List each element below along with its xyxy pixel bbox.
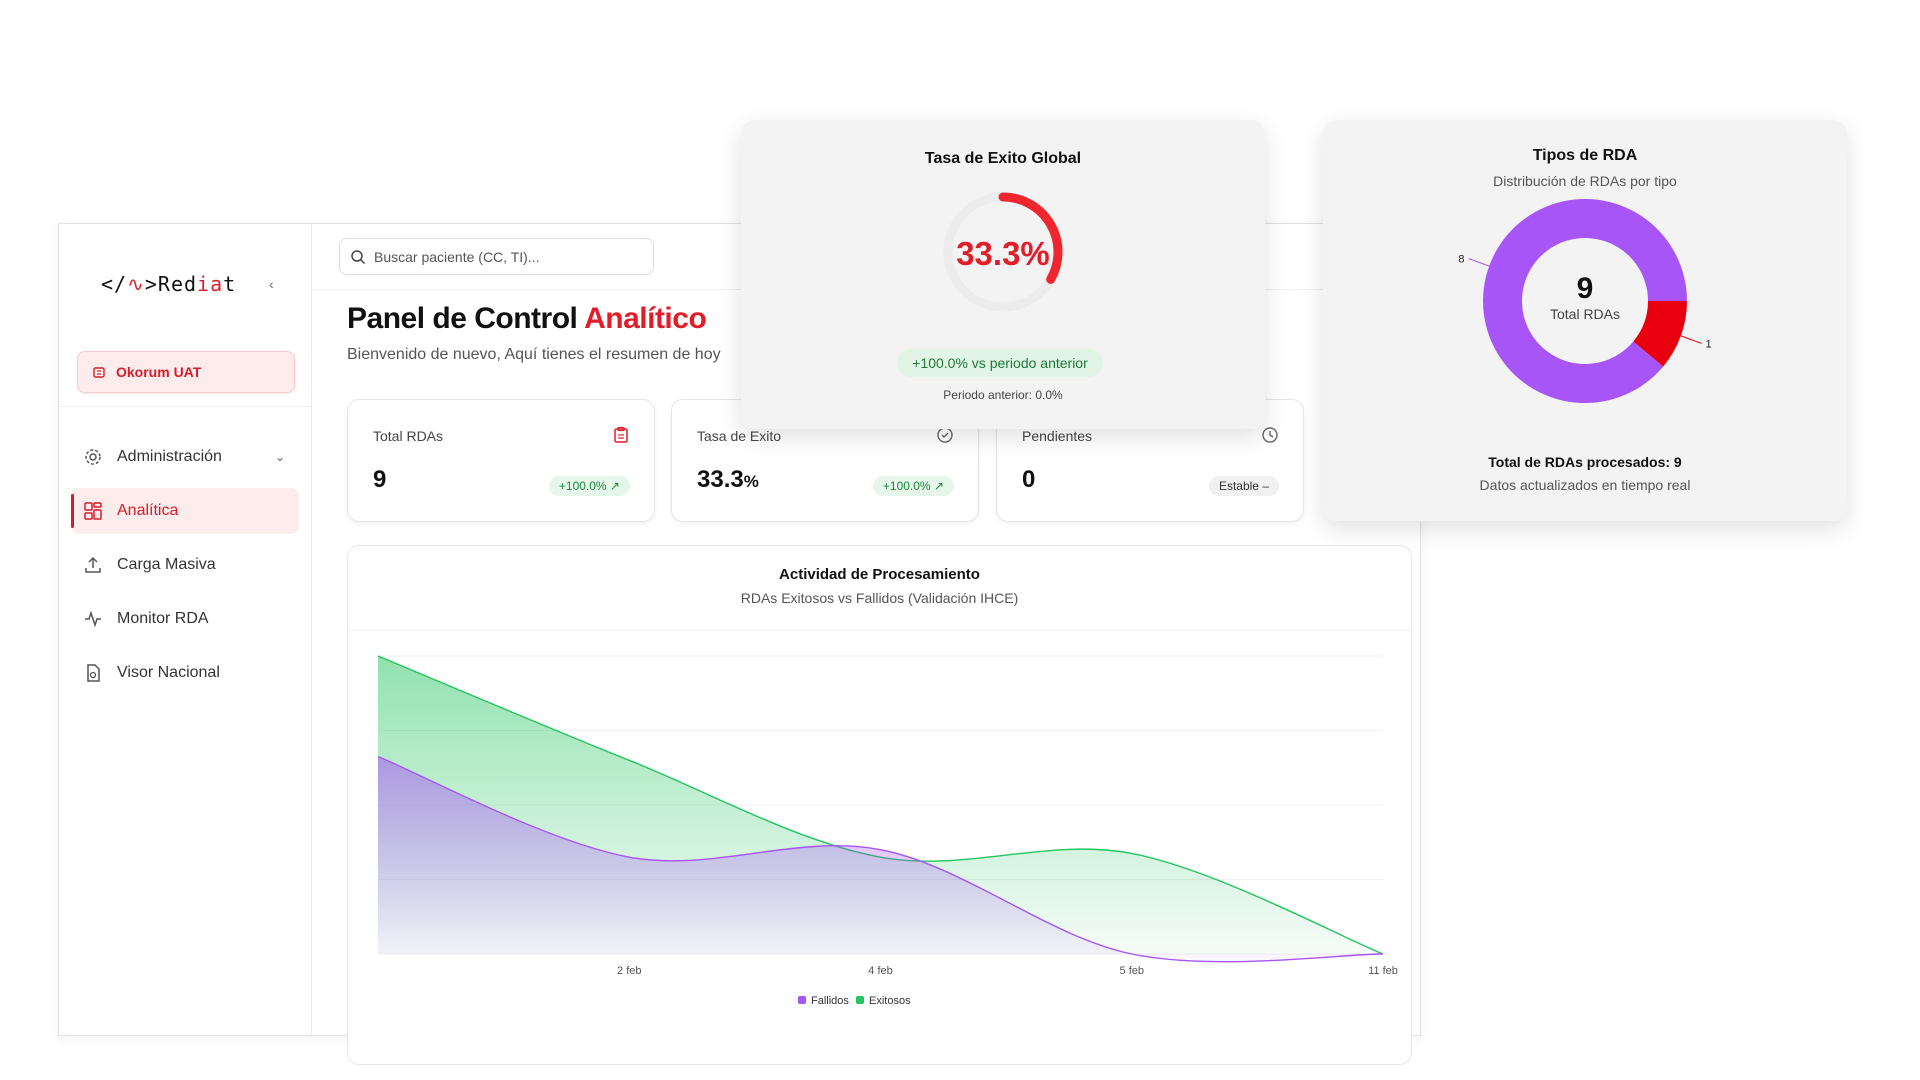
sidebar-nav: Administración ⌄ Analítica Carga Masiva …	[71, 434, 299, 704]
donut-slice-1[interactable]	[1633, 301, 1687, 367]
page-title: Panel de Control Analítico	[347, 302, 707, 335]
clock-icon	[1262, 427, 1278, 443]
stat-label: Total RDAs	[373, 428, 444, 444]
gauge-arc	[998, 192, 1063, 284]
gauge-change-badge: +100.0% vs periodo anterior	[897, 349, 1103, 377]
donut-slice-0[interactable]	[1483, 198, 1687, 403]
donut-title: Tipos de RDA	[1532, 147, 1638, 164]
chart-title: Actividad de Procesamiento	[779, 566, 980, 583]
upload-icon	[85, 556, 101, 573]
sidebar-item-visor-nacional[interactable]: Visor Nacional	[71, 650, 299, 696]
sidebar-item-label: Monitor RDA	[117, 610, 209, 627]
trend-badge: +100.0% ↗	[548, 476, 630, 496]
chevron-down-icon[interactable]: ⌄	[274, 450, 285, 464]
sidebar-item-monitor-rda[interactable]: Monitor RDA	[71, 596, 299, 642]
org-selector[interactable]: Okorum UAT	[77, 351, 295, 393]
sidebar-item-label: Visor Nacional	[117, 664, 220, 681]
pulse-icon: ∿	[127, 272, 145, 296]
gear-icon	[85, 449, 101, 465]
sidebar-item-label: Carga Masiva	[117, 556, 216, 573]
sidebar-item-label: Administración	[117, 448, 222, 465]
stat-card-total-rdas: Total RDAs 9 +100.0% ↗	[347, 399, 655, 522]
area-fill-fallidos	[378, 756, 1383, 962]
donut-center-label: Total RDAs	[1549, 306, 1621, 322]
building-icon	[93, 367, 105, 378]
x-tick-label: 5 feb	[1120, 965, 1144, 977]
search-input[interactable]	[374, 248, 644, 265]
area-chart: 2 feb 4 feb 5 feb 11 feb Fallidos Exitosos	[377, 655, 1398, 1007]
x-tick-label: 11 feb	[1368, 965, 1398, 977]
sidebar-divider	[59, 406, 312, 407]
trend-badge: Estable –	[1208, 476, 1279, 496]
app-logo[interactable]: </∿>Rediat	[101, 272, 237, 296]
donut-label-line	[1680, 335, 1702, 344]
sidebar-item-label: Analítica	[117, 502, 179, 519]
stat-label: Pendientes	[1022, 428, 1093, 444]
clipboard-icon	[614, 426, 628, 443]
chart-subtitle: RDAs Exitosos vs Fallidos (Validación IH…	[740, 590, 1019, 606]
gauge-value: 33.3%	[956, 235, 1050, 272]
page-subtitle: Bienvenido de nuevo, Aquí tienes el resu…	[347, 346, 721, 363]
gauge-card: Tasa de Exito Global 33.3% +100.0% vs pe…	[741, 120, 1265, 429]
dashboard-icon	[84, 502, 102, 520]
donut-subtitle: Distribución de RDAs por tipo	[1493, 173, 1677, 189]
donut-center-value: 9	[1576, 272, 1594, 305]
x-tick-label: 4 feb	[868, 965, 892, 977]
stat-value: 0	[1022, 466, 1036, 493]
gauge-previous: Periodo anterior: 0.0%	[943, 388, 1063, 402]
activity-chart-card: Actividad de Procesamiento RDAs Exitosos…	[347, 545, 1412, 1065]
trend-badge: +100.0% ↗	[872, 476, 954, 496]
chart-divider	[348, 630, 1411, 631]
donut-card: Tipos de RDA Distribución de RDAs por ti…	[1323, 120, 1847, 521]
legend-swatch	[856, 996, 864, 1004]
donut-value-label: 1	[1706, 338, 1712, 350]
x-tick-label: 2 feb	[617, 965, 641, 977]
gauge-chart	[943, 192, 1063, 312]
stat-value: 33.3%	[697, 466, 759, 493]
chevron-left-icon[interactable]: ‹	[269, 276, 274, 292]
main-content: Panel de Control Analítico Bienvenido de…	[313, 224, 1420, 1065]
sidebar-item-administracion[interactable]: Administración ⌄	[71, 434, 299, 480]
donut-chart: 18	[1458, 198, 1712, 403]
org-label: Okorum UAT	[116, 364, 202, 380]
file-search-icon	[87, 664, 100, 682]
legend-label[interactable]: Fallidos	[811, 995, 849, 1007]
search-icon	[351, 249, 366, 264]
sidebar: </∿>Rediat ‹ Okorum UAT Administración ⌄…	[59, 224, 312, 1035]
sidebar-item-carga-masiva[interactable]: Carga Masiva	[71, 542, 299, 588]
series-line-fallidos[interactable]	[377, 755, 1384, 963]
sidebar-item-analitica[interactable]: Analítica	[71, 488, 299, 534]
donut-total: Total de RDAs procesados: 9	[1488, 454, 1682, 470]
activity-icon	[85, 610, 101, 628]
gauge-title: Tasa de Exito Global	[924, 150, 1082, 167]
donut-update-note: Datos actualizados en tiempo real	[1479, 477, 1691, 493]
stat-label: Tasa de Exito	[697, 428, 782, 444]
stat-value: 9	[373, 466, 387, 493]
donut-label-line	[1468, 258, 1490, 267]
legend-swatch	[798, 996, 806, 1004]
search-box[interactable]	[339, 238, 654, 275]
legend-label[interactable]: Exitosos	[869, 995, 911, 1007]
donut-value-label: 8	[1458, 254, 1464, 266]
